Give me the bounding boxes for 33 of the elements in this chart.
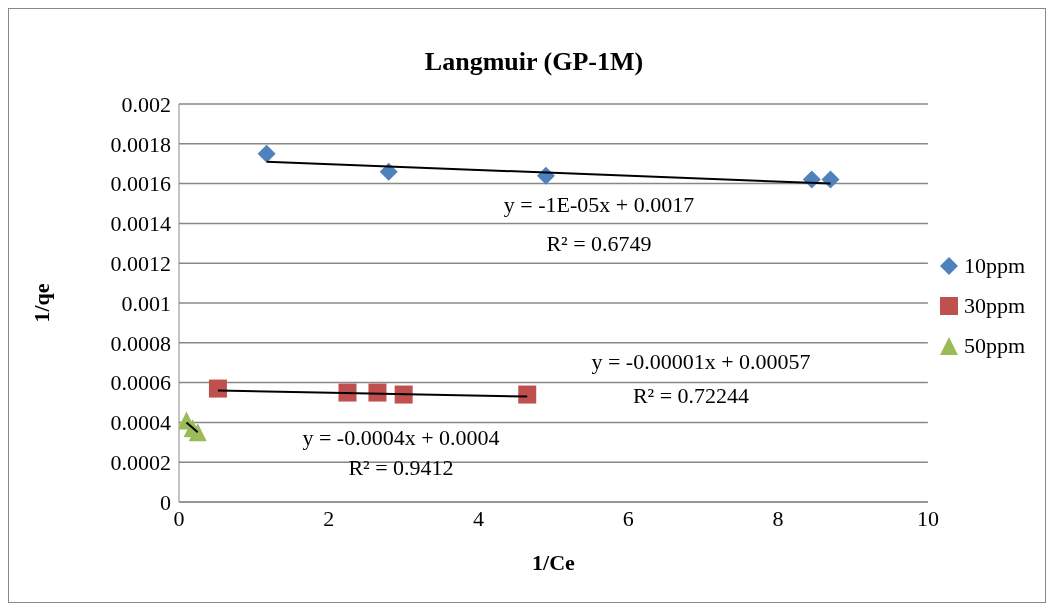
annotation: y = -0.0004x + 0.0004 xyxy=(302,425,500,451)
y-tick-label: 0.0016 xyxy=(110,171,171,197)
y-tick-label: 0.0018 xyxy=(110,131,171,157)
annotation: y = -0.00001x + 0.00057 xyxy=(591,349,811,375)
legend-label: 10ppm xyxy=(963,252,1025,279)
point xyxy=(208,379,227,398)
x-tick-label: 6 xyxy=(622,505,634,531)
point xyxy=(821,170,840,189)
x-tick-label: 8 xyxy=(772,505,784,531)
y-tick-label: 0.0014 xyxy=(110,211,171,237)
y-tick-label: 0.0008 xyxy=(110,330,171,356)
y-tick-label: 0.0002 xyxy=(110,450,171,476)
x-tick-label: 4 xyxy=(473,505,485,531)
y-tick-label: 0.0004 xyxy=(110,410,171,436)
chart-title: Langmuir (GP-1M) xyxy=(423,47,645,77)
point xyxy=(379,162,398,181)
y-tick-label: 0.002 xyxy=(121,91,171,117)
legend-label: 30ppm xyxy=(963,292,1025,319)
y-tick-label: 0.0012 xyxy=(110,251,171,277)
y-tick-label: 0.001 xyxy=(121,290,171,316)
annotation: y = -1E-05x + 0.0017 xyxy=(503,192,695,218)
point xyxy=(257,144,276,163)
annotation: R² = 0.6749 xyxy=(546,231,652,257)
legend-label: 50ppm xyxy=(963,332,1025,359)
x-tick-label: 2 xyxy=(323,505,335,531)
y-tick-label: 0 xyxy=(160,489,171,515)
y-axis-title: 1/qe xyxy=(28,283,54,323)
annotation: R² = 0.9412 xyxy=(348,455,454,481)
x-tick-label: 10 xyxy=(916,505,939,531)
point xyxy=(518,385,537,404)
y-tick-label: 0.0006 xyxy=(110,370,171,396)
x-axis-title: 1/Ce xyxy=(532,550,576,575)
annotation: R² = 0.72244 xyxy=(632,383,750,409)
